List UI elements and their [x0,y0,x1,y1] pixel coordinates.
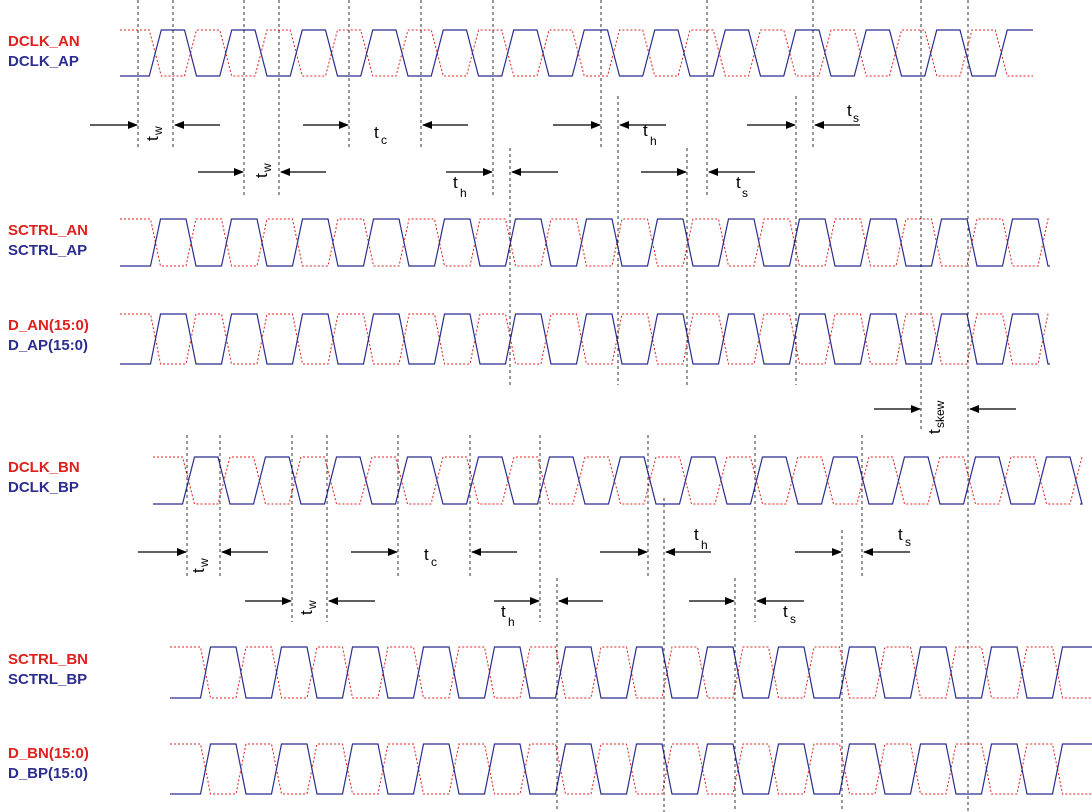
label-dclk-bn: DCLK_BN [8,459,80,476]
svg-text:s: s [742,186,748,200]
svg-text:t: t [143,136,162,141]
timing-guide-lines [137,0,969,812]
timing-labels-a: t w t w t c t h t h t s t s t skew [143,101,947,434]
svg-text:t: t [453,173,458,192]
svg-text:t: t [847,101,852,120]
d-b-p-wave [170,743,1092,795]
label-ts-b1: t s [783,602,796,626]
sctrl-a-n-wave [120,218,1050,267]
label-d-ap: D_AP(15:0) [8,337,88,354]
svg-text:h: h [701,538,708,552]
svg-text:skew: skew [933,400,947,428]
label-ts-a2: t s [847,101,859,125]
timing-arrows [90,121,1016,605]
svg-text:s: s [905,535,911,549]
label-tw-a2: t w [252,163,274,178]
label-dclk-bp: DCLK_BP [8,479,79,496]
svg-text:t: t [252,173,271,178]
sctrl-b-n-wave [170,646,1092,699]
timing-labels-b: t w t w t c t h t h t s t s [189,525,911,629]
label-tskew: t skew [925,400,947,434]
svg-text:w: w [260,163,274,173]
label-dclk-an: DCLK_AN [8,33,80,50]
label-tw-a1: t w [143,126,165,141]
svg-text:t: t [783,602,788,621]
svg-text:w: w [305,600,319,610]
sctrl-a-p-wave [120,218,1050,267]
sctrl-b-p-wave [170,646,1092,699]
label-d-bn: D_BN(15:0) [8,745,89,762]
label-tc-b: t c [424,545,437,569]
svg-text:t: t [898,525,903,544]
label-th-a1: t h [453,173,467,200]
label-d-bp: D_BP(15:0) [8,765,88,782]
svg-text:t: t [189,568,208,573]
label-th-a2: t h [643,121,657,148]
signal-labels: DCLK_AN DCLK_AP SCTRL_AN SCTRL_AP D_AN(1… [8,33,89,782]
svg-text:t: t [925,429,944,434]
svg-text:t: t [736,173,741,192]
svg-text:w: w [197,558,211,568]
label-d-an: D_AN(15:0) [8,317,89,334]
svg-text:w: w [151,126,165,136]
svg-text:t: t [374,123,379,142]
label-th-b2: t h [694,525,708,552]
label-dclk-ap: DCLK_AP [8,53,79,70]
svg-text:t: t [424,545,429,564]
dclk-b-n-wave [153,456,1083,505]
svg-text:c: c [381,133,387,147]
label-sctrl-ap: SCTRL_AP [8,242,87,259]
svg-text:h: h [650,134,657,148]
label-sctrl-an: SCTRL_AN [8,222,88,239]
label-tw-b1: t w [189,558,211,573]
label-ts-b2: t s [898,525,911,549]
dclk-a-p-wave [120,29,1033,77]
svg-text:h: h [460,186,467,200]
label-th-b1: t h [501,602,515,629]
svg-text:s: s [853,111,859,125]
svg-text:c: c [431,555,437,569]
label-tw-b2: t w [297,600,319,615]
svg-text:t: t [643,121,648,140]
d-a-n-wave [120,313,1050,365]
svg-text:h: h [508,615,515,629]
svg-text:t: t [501,602,506,621]
label-tc-a: t c [374,123,387,147]
svg-text:t: t [694,525,699,544]
d-a-p-wave [120,313,1050,365]
waveforms [120,29,1092,795]
label-ts-a1: t s [736,173,748,200]
svg-text:s: s [790,612,796,626]
svg-text:t: t [297,610,316,615]
label-sctrl-bp: SCTRL_BP [8,671,87,688]
dclk-b-p-wave [153,456,1083,505]
label-sctrl-bn: SCTRL_BN [8,651,88,668]
